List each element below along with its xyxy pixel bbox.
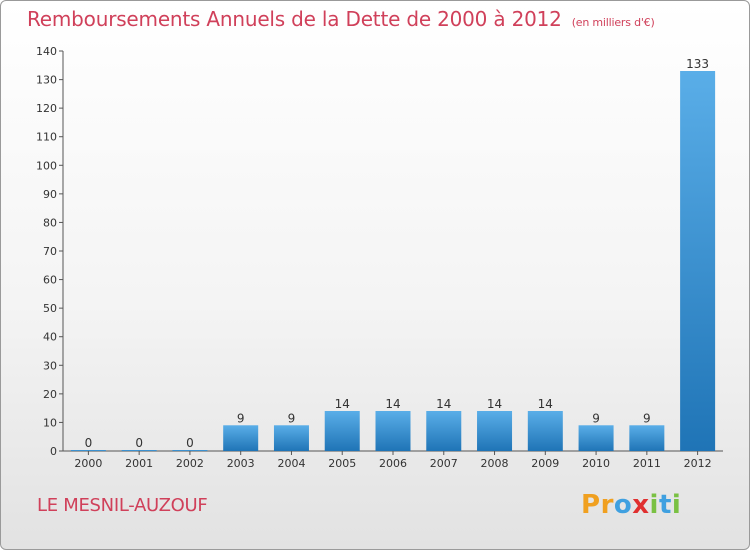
bar xyxy=(426,411,462,451)
x-tick-label: 2009 xyxy=(531,457,559,470)
logo-letter: r xyxy=(600,490,614,520)
y-tick-label: 50 xyxy=(43,302,57,315)
y-tick-label: 130 xyxy=(36,74,57,87)
x-tick-label: 2007 xyxy=(430,457,458,470)
y-tick-label: 80 xyxy=(43,216,57,229)
chart-title-text: Remboursements Annuels de la Dette de 20… xyxy=(27,7,562,31)
bar-value-label: 9 xyxy=(237,411,245,425)
x-tick-label: 2004 xyxy=(277,457,305,470)
bar-value-label: 9 xyxy=(592,411,600,425)
y-tick-label: 0 xyxy=(50,445,57,458)
bar xyxy=(477,411,513,451)
logo-letter: o xyxy=(613,490,633,520)
y-tick-label: 10 xyxy=(43,416,57,429)
x-tick-label: 2010 xyxy=(582,457,610,470)
bar xyxy=(527,411,563,451)
bar-value-label: 0 xyxy=(85,436,93,450)
bar xyxy=(680,71,716,451)
bar-value-label: 14 xyxy=(335,397,350,411)
bar xyxy=(121,450,157,451)
bar-value-label: 14 xyxy=(487,397,502,411)
bar-value-label: 14 xyxy=(385,397,400,411)
bar-value-label: 0 xyxy=(186,436,194,450)
bar-value-label: 9 xyxy=(643,411,651,425)
bar xyxy=(578,425,614,451)
logo-letter: x xyxy=(632,490,650,520)
x-tick-label: 2005 xyxy=(328,457,356,470)
bar xyxy=(273,425,309,451)
bar xyxy=(375,411,411,451)
x-tick-label: 2002 xyxy=(176,457,204,470)
y-tick-label: 100 xyxy=(36,159,57,172)
chart-title: Remboursements Annuels de la Dette de 20… xyxy=(27,7,655,31)
bar xyxy=(172,450,208,451)
commune-name: LE MESNIL-AUZOUF xyxy=(37,495,208,516)
y-tick-label: 120 xyxy=(36,102,57,115)
proxiti-logo: Proxiti xyxy=(581,490,681,520)
x-tick-label: 2011 xyxy=(633,457,661,470)
bar xyxy=(70,450,106,451)
logo-letter: P xyxy=(581,490,601,520)
y-tick-label: 40 xyxy=(43,331,57,344)
bar-value-label: 14 xyxy=(436,397,451,411)
x-tick-label: 2012 xyxy=(684,457,712,470)
bar xyxy=(223,425,259,451)
bar-value-label: 133 xyxy=(686,57,709,71)
logo-letter: t xyxy=(658,490,672,520)
chart-bars xyxy=(70,71,716,451)
chart-unit-label: (en milliers d'€) xyxy=(571,16,655,29)
bar xyxy=(324,411,360,451)
bar-value-label: 9 xyxy=(288,411,296,425)
x-tick-label: 2001 xyxy=(125,457,153,470)
y-tick-label: 60 xyxy=(43,274,57,287)
x-tick-label: 2003 xyxy=(227,457,255,470)
y-tick-label: 110 xyxy=(36,131,57,144)
logo-letter: i xyxy=(671,490,682,520)
y-tick-label: 140 xyxy=(36,45,57,58)
bar xyxy=(629,425,665,451)
y-tick-label: 30 xyxy=(43,359,57,372)
x-tick-label: 2008 xyxy=(481,457,509,470)
y-tick-label: 20 xyxy=(43,388,57,401)
logo-letter: i xyxy=(649,490,659,520)
y-tick-label: 70 xyxy=(43,245,57,258)
bar-value-label: 0 xyxy=(135,436,143,450)
x-tick-label: 2006 xyxy=(379,457,407,470)
chart-labels: 0 2000 0 2001 0 2002 9 2003 9 2004 14 2005 14 2006 14 2… xyxy=(74,57,711,470)
x-tick-label: 2000 xyxy=(74,457,102,470)
bar-value-label: 14 xyxy=(538,397,553,411)
y-tick-label: 90 xyxy=(43,188,57,201)
